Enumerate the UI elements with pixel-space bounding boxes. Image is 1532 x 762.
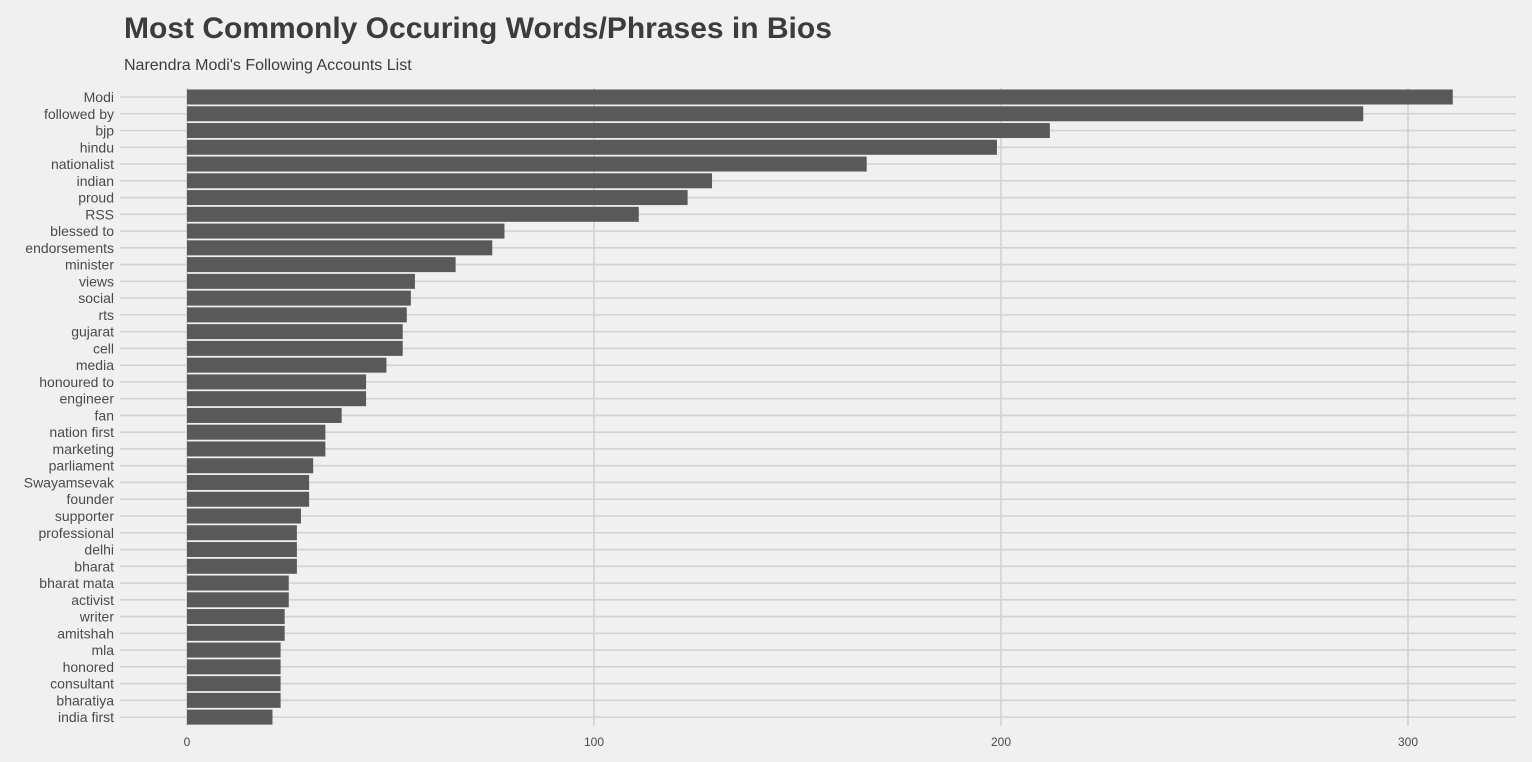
y-tick-label: gujarat: [71, 324, 114, 340]
bar: [187, 441, 326, 457]
bar: [187, 542, 297, 558]
y-tick-label: followed by: [44, 106, 114, 122]
bar: [187, 692, 281, 708]
y-tick-label: writer: [79, 609, 115, 625]
y-tick-label: fan: [95, 407, 114, 423]
bar: [187, 89, 1453, 105]
bar: [187, 240, 493, 256]
bar: [187, 206, 639, 222]
y-tick-label: proud: [78, 190, 114, 206]
chart-subtitle: Narendra Modi's Following Accounts List: [124, 57, 412, 74]
bar: [187, 609, 285, 625]
y-tick-label: amitshah: [57, 625, 114, 641]
bars: [187, 89, 1453, 725]
bar: [187, 374, 367, 390]
y-tick-label: marketing: [53, 441, 114, 457]
y-tick-label: india first: [58, 709, 114, 725]
bar: [187, 156, 867, 172]
y-tick-label: nationalist: [51, 156, 114, 172]
bar: [187, 106, 1364, 122]
y-tick-label: bharat: [74, 558, 114, 574]
bar: [187, 575, 289, 591]
x-axis-labels: 0 100 200 300: [184, 735, 1419, 749]
bar: [187, 290, 411, 306]
y-tick-label: indian: [77, 173, 114, 189]
bar: [187, 592, 289, 608]
x-tick-label: 100: [584, 735, 604, 749]
y-tick-label: rts: [98, 307, 114, 323]
bar: [187, 139, 997, 155]
bar: [187, 458, 314, 474]
x-tick-label: 200: [991, 735, 1011, 749]
bar: [187, 625, 285, 641]
y-tick-label: honoured to: [39, 374, 114, 390]
bar: [187, 273, 415, 289]
y-tick-label: nation first: [49, 424, 114, 440]
y-tick-label: Modi: [84, 89, 114, 105]
y-tick-label: views: [79, 273, 114, 289]
y-tick-label: engineer: [60, 391, 115, 407]
bar: [187, 173, 713, 189]
y-tick-label: minister: [65, 257, 114, 273]
x-tick-label: 0: [184, 735, 191, 749]
bar: [187, 659, 281, 675]
bar: [187, 709, 273, 725]
y-tick-label: blessed to: [50, 223, 114, 239]
y-tick-label: media: [76, 357, 114, 373]
y-tick-label: cell: [93, 340, 114, 356]
y-tick-label: honored: [63, 659, 114, 675]
x-tick-label: 300: [1398, 735, 1418, 749]
y-tick-label: parliament: [49, 458, 114, 474]
bar: [187, 558, 297, 574]
y-tick-label: bjp: [95, 123, 114, 139]
bar: [187, 190, 688, 206]
bar: [187, 508, 301, 524]
y-tick-label: delhi: [84, 542, 114, 558]
bar: [187, 642, 281, 658]
y-tick-label: Swayamsevak: [24, 474, 115, 490]
bar: [187, 357, 387, 373]
y-tick-label: supporter: [55, 508, 114, 524]
bar: [187, 223, 505, 239]
y-tick-label: founder: [67, 491, 115, 507]
bar: [187, 407, 342, 423]
chart-title: Most Commonly Occuring Words/Phrases in …: [124, 12, 832, 45]
bar: [187, 340, 403, 356]
bar: [187, 391, 367, 407]
y-tick-label: RSS: [85, 206, 114, 222]
bar: [187, 676, 281, 692]
bar: [187, 307, 407, 323]
y-tick-label: professional: [39, 525, 115, 541]
bar: [187, 123, 1050, 139]
bar: [187, 324, 403, 340]
bar: [187, 257, 456, 273]
bar: [187, 474, 310, 490]
y-tick-label: social: [78, 290, 114, 306]
y-tick-label: hindu: [80, 139, 114, 155]
bar: [187, 424, 326, 440]
y-tick-label: activist: [71, 592, 114, 608]
y-tick-label: endorsements: [25, 240, 114, 256]
bar: [187, 525, 297, 541]
y-tick-label: consultant: [50, 676, 114, 692]
bar: [187, 491, 310, 507]
y-tick-label: bharat mata: [39, 575, 114, 591]
y-tick-label: bharatiya: [56, 692, 114, 708]
y-tick-label: mla: [91, 642, 114, 658]
